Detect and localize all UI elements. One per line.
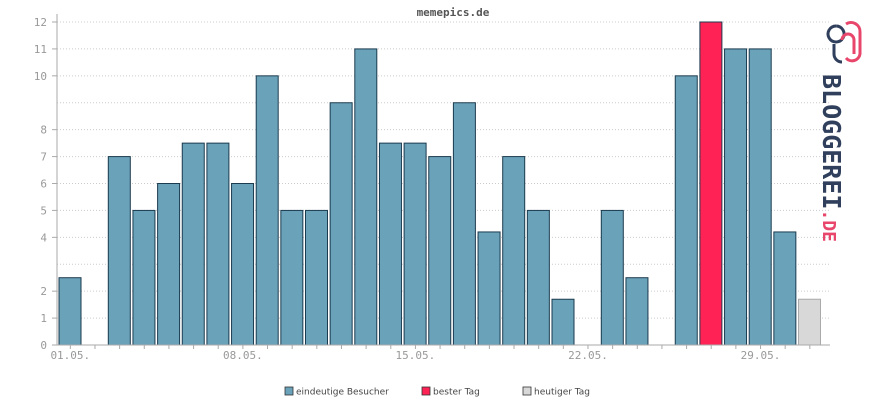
bar bbox=[354, 48, 378, 346]
y-tick-label: 0 bbox=[40, 339, 47, 352]
bar bbox=[157, 183, 181, 346]
x-tick-label: 22.05. bbox=[568, 349, 608, 362]
bar-best-day bbox=[699, 21, 723, 346]
y-tick-label: 12 bbox=[34, 16, 47, 29]
logo-wordmark: BLOGGEREI.DE bbox=[817, 74, 846, 242]
y-tick-label: 2 bbox=[40, 285, 47, 298]
logo-icon bbox=[826, 20, 862, 64]
bars-layer bbox=[58, 21, 821, 346]
bar bbox=[724, 48, 748, 346]
x-tick-label: 15.05. bbox=[396, 349, 436, 362]
x-tick-label: 29.05. bbox=[741, 349, 781, 362]
x-tick-label: 01.05. bbox=[50, 349, 90, 362]
bar bbox=[674, 75, 698, 346]
y-tick-label: 7 bbox=[40, 151, 47, 164]
legend-label: heutiger Tag bbox=[534, 388, 590, 398]
bar bbox=[206, 142, 230, 346]
legend-swatch bbox=[421, 386, 431, 396]
bar-today bbox=[798, 298, 821, 346]
bar bbox=[526, 209, 550, 346]
legend-item: heutiger Tag bbox=[522, 386, 590, 398]
bar bbox=[625, 277, 649, 346]
chart-title: memepics.de bbox=[417, 6, 490, 19]
bar bbox=[329, 102, 353, 346]
bar bbox=[477, 231, 501, 346]
bar bbox=[305, 209, 328, 346]
bar bbox=[58, 277, 82, 346]
legend-label: bester Tag bbox=[433, 388, 480, 398]
bar bbox=[132, 209, 156, 346]
bar bbox=[502, 156, 526, 346]
bloggerei-logo: BLOGGEREI.DE bbox=[817, 20, 862, 242]
y-tick-label: 6 bbox=[40, 178, 47, 191]
y-tick-label: 1 bbox=[40, 312, 47, 325]
bar bbox=[551, 298, 575, 346]
logo-wordmark-main: BLOGGEREI bbox=[817, 74, 846, 209]
bar bbox=[231, 183, 255, 346]
y-tick-label: 5 bbox=[40, 204, 47, 217]
legend-item: bester Tag bbox=[421, 386, 480, 398]
y-tick-label: 8 bbox=[40, 124, 47, 137]
x-tick-label: 08.05. bbox=[223, 349, 263, 362]
legend-swatch bbox=[284, 386, 294, 396]
bar bbox=[378, 142, 402, 346]
bar bbox=[452, 102, 476, 346]
legend-label: eindeutige Besucher bbox=[296, 388, 389, 398]
y-tick-label: 11 bbox=[34, 43, 47, 56]
legend: eindeutige Besucher bester Tag heutiger Ta… bbox=[284, 386, 590, 398]
bar bbox=[773, 231, 797, 346]
y-tick-label: 10 bbox=[34, 70, 47, 83]
bar bbox=[403, 142, 427, 346]
y-tick-label: 4 bbox=[40, 231, 47, 244]
bar bbox=[600, 209, 624, 346]
bar bbox=[255, 75, 279, 346]
legend-swatch bbox=[522, 386, 532, 396]
bar bbox=[748, 48, 772, 346]
bar bbox=[280, 209, 304, 346]
logo-wordmark-suffix: .DE bbox=[818, 209, 839, 242]
bar bbox=[428, 156, 452, 346]
bar bbox=[181, 142, 205, 346]
legend-item: eindeutige Besucher bbox=[284, 386, 389, 398]
bar bbox=[107, 156, 131, 346]
